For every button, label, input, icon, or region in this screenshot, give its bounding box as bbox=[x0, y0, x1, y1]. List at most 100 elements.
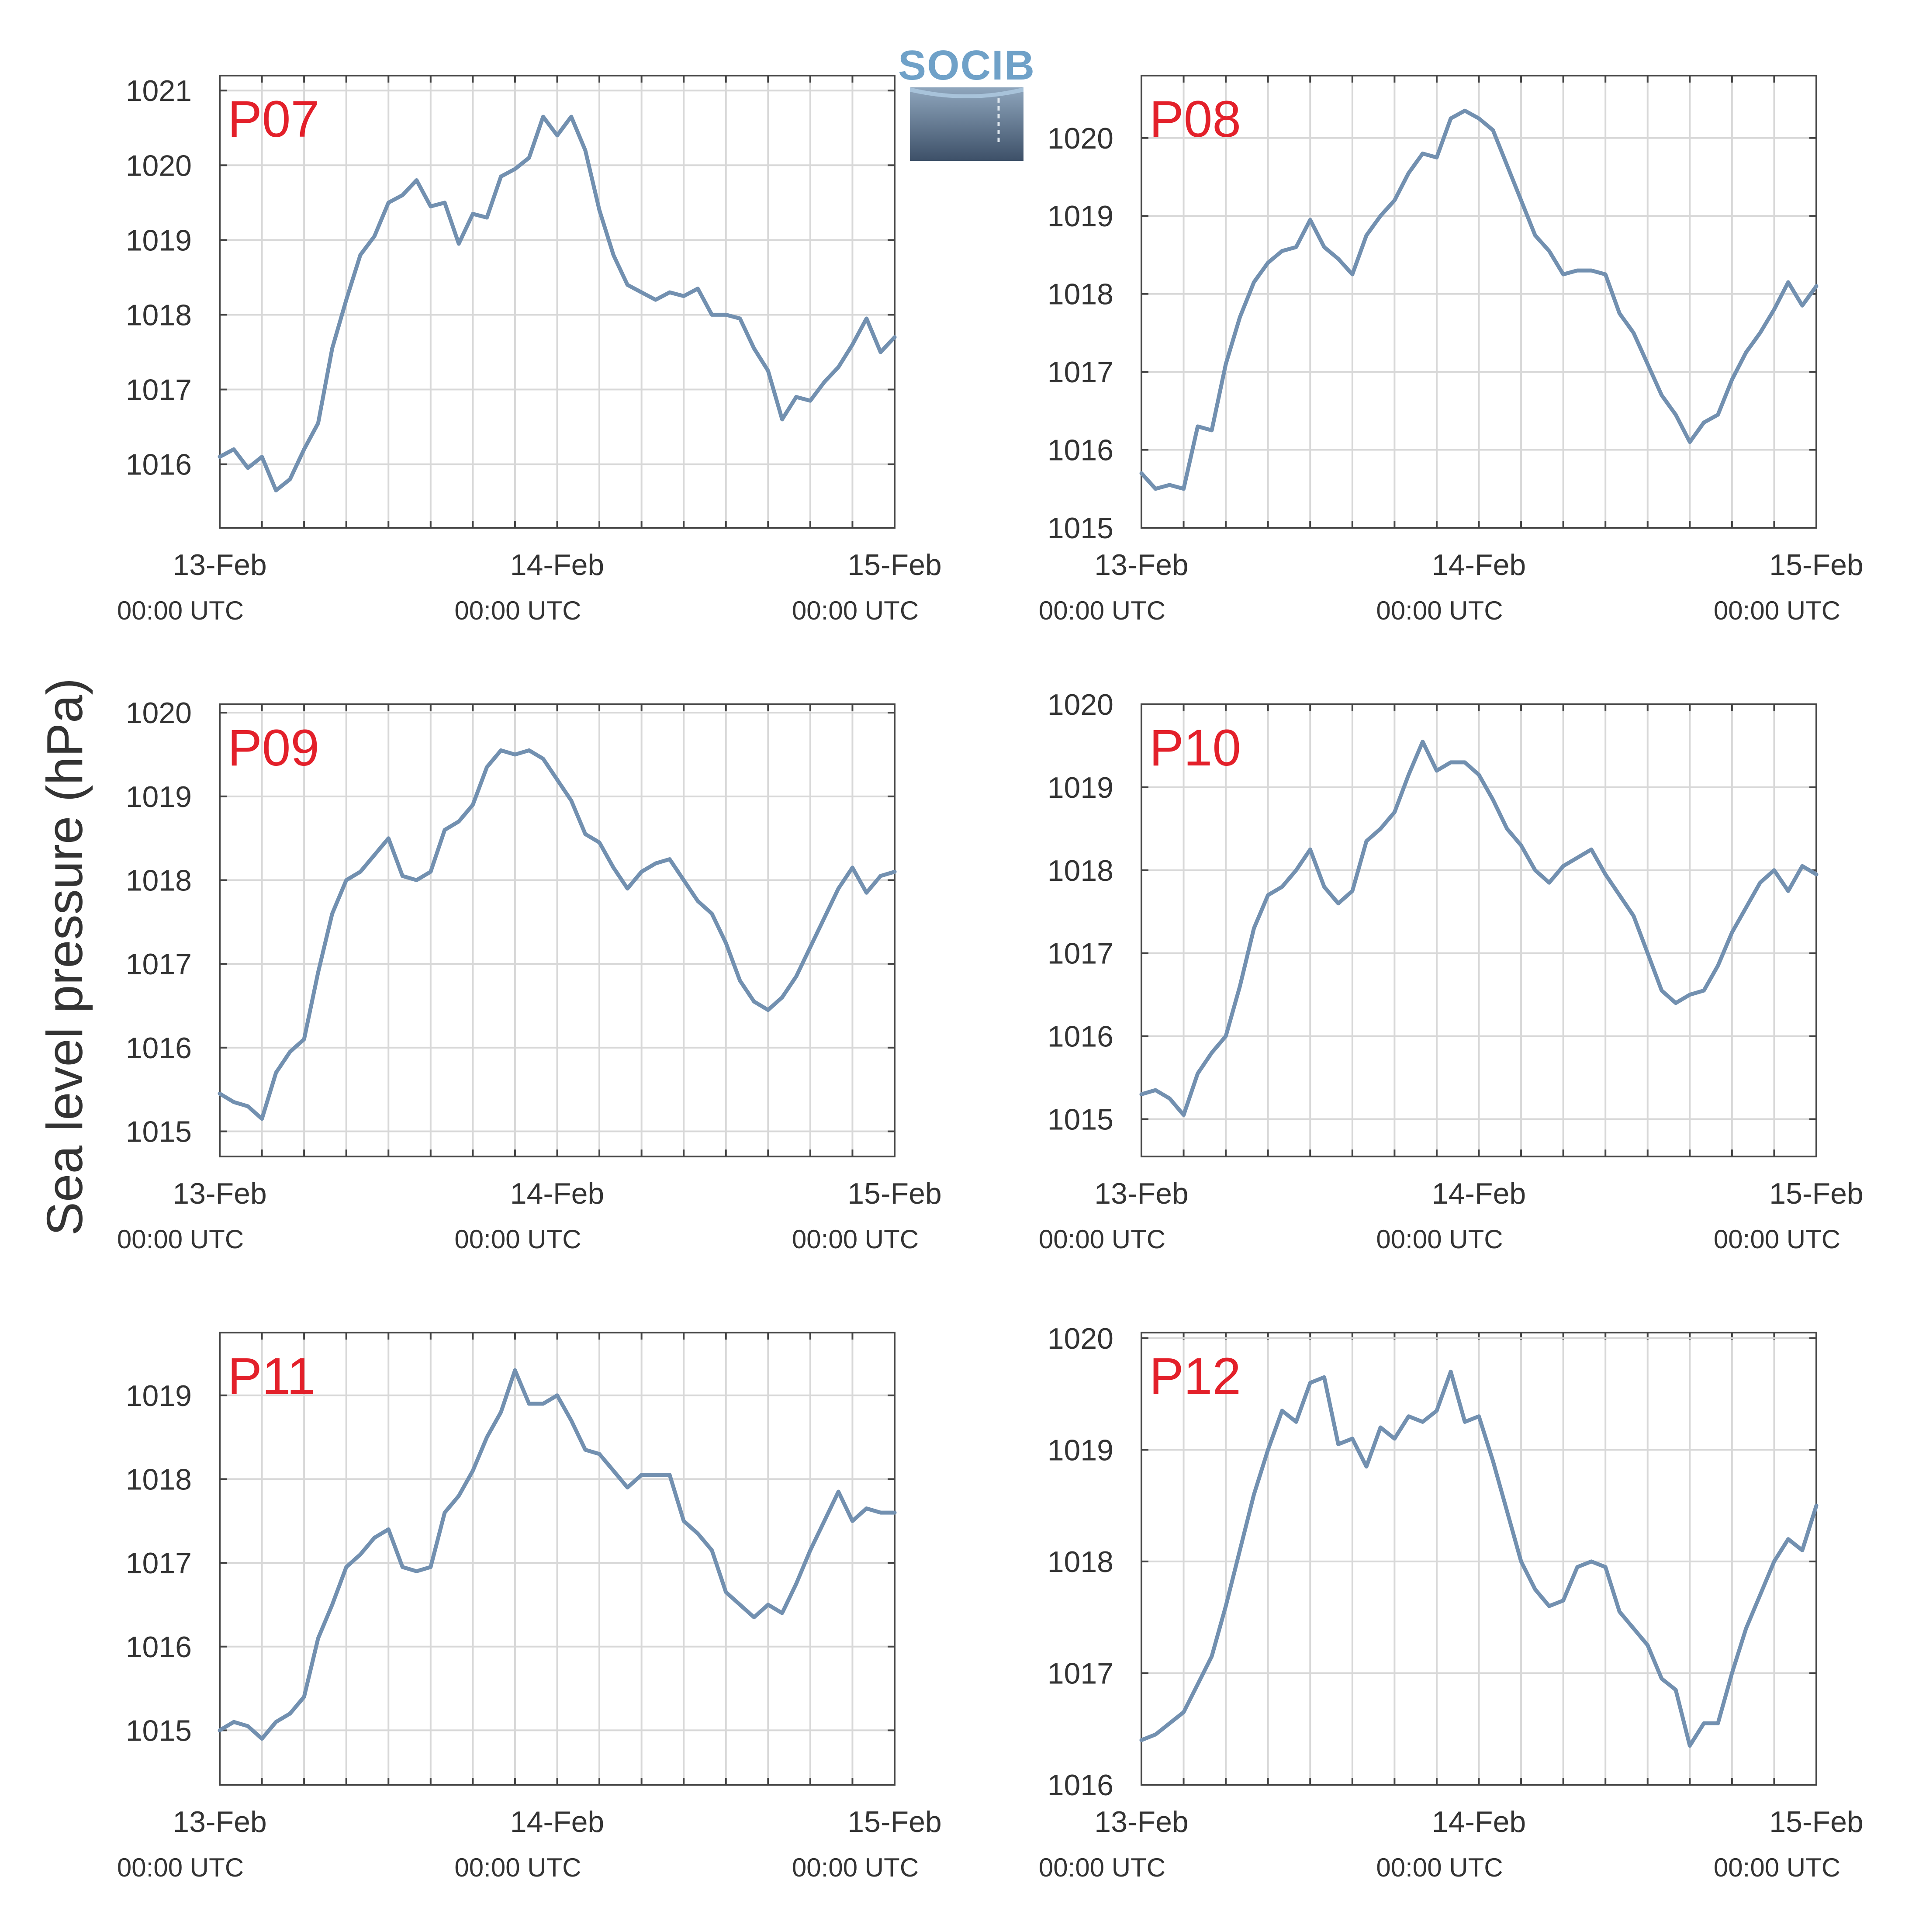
data-point bbox=[1660, 989, 1663, 992]
data-point bbox=[387, 837, 390, 840]
data-point bbox=[1421, 152, 1424, 155]
data-point bbox=[1252, 927, 1255, 930]
data-point bbox=[443, 201, 446, 204]
data-point bbox=[1773, 869, 1776, 872]
data-point bbox=[696, 1532, 699, 1535]
data-point bbox=[865, 1507, 868, 1510]
data-point bbox=[570, 1419, 573, 1422]
data-point bbox=[851, 1520, 854, 1523]
data-point bbox=[1562, 865, 1565, 868]
data-point bbox=[1182, 1114, 1185, 1116]
y-axis-title: Sea level pressure (hPa) bbox=[36, 678, 93, 1236]
data-point bbox=[260, 455, 263, 458]
chart-panel-p11: 1015 1016 1017 1018 1019 13-Feb 00:00 UTC 14-Fe… bbox=[117, 1332, 942, 1882]
data-point bbox=[1716, 964, 1719, 967]
data-point bbox=[1801, 1549, 1804, 1552]
data-point bbox=[373, 1536, 376, 1539]
data-point bbox=[879, 351, 882, 353]
data-point bbox=[1309, 848, 1312, 851]
data-point bbox=[471, 212, 474, 215]
data-point bbox=[1477, 117, 1480, 120]
y-tick-label: 1021 bbox=[126, 74, 192, 107]
data-point bbox=[274, 1071, 277, 1074]
data-point bbox=[1238, 316, 1241, 319]
x-tick-sublabel: 00:00 UTC bbox=[1039, 596, 1165, 625]
data-point bbox=[654, 1473, 657, 1476]
data-point bbox=[1576, 856, 1579, 859]
data-point bbox=[1688, 993, 1691, 996]
chart-panel-p09: 1015 1016 1017 1018 1019 1020 13-Feb 00:00 UTC 1… bbox=[117, 696, 942, 1254]
data-point bbox=[1196, 425, 1199, 428]
data-point bbox=[556, 134, 559, 137]
data-point bbox=[1730, 378, 1733, 381]
data-point bbox=[1632, 1627, 1635, 1630]
data-point bbox=[1463, 761, 1466, 764]
data-point bbox=[485, 216, 488, 219]
y-tick-label: 1015 bbox=[126, 1115, 192, 1149]
chart-panel-p07: 1016 1017 1018 1019 1020 1021 13-Feb 00:00 UTC 1… bbox=[117, 74, 942, 625]
data-point bbox=[1407, 172, 1410, 175]
data-point bbox=[1730, 931, 1733, 934]
data-point bbox=[288, 478, 291, 481]
data-point bbox=[837, 1490, 840, 1493]
data-point bbox=[1295, 869, 1298, 872]
x-tick-sublabel: 00:00 UTC bbox=[792, 596, 919, 625]
x-tick-sublabel: 00:00 UTC bbox=[454, 1853, 581, 1882]
data-point bbox=[499, 1411, 502, 1414]
x-tick-label: 15-Feb bbox=[847, 1177, 941, 1210]
data-point bbox=[232, 1721, 235, 1724]
data-point bbox=[1238, 1549, 1241, 1552]
data-point bbox=[387, 201, 390, 204]
data-point bbox=[1365, 234, 1368, 237]
data-point bbox=[584, 1448, 587, 1451]
data-point bbox=[246, 1105, 249, 1108]
y-tick-label: 1016 bbox=[126, 1631, 192, 1664]
data-point bbox=[1815, 1504, 1818, 1507]
data-point bbox=[1576, 269, 1579, 272]
chart-panel-p08: 1015 1016 1017 1018 1019 1020 13-Feb 00:00 UTC 1… bbox=[1039, 75, 1864, 625]
x-tick-label: 15-Feb bbox=[847, 1805, 941, 1839]
panel-label: P10 bbox=[1149, 719, 1241, 777]
data-point bbox=[1210, 1655, 1213, 1658]
data-point bbox=[837, 366, 840, 369]
data-point bbox=[1604, 1565, 1607, 1568]
y-tick-label: 1016 bbox=[126, 448, 192, 481]
data-point bbox=[1716, 413, 1719, 416]
x-tick-label: 14-Feb bbox=[510, 548, 604, 582]
logo-wave bbox=[910, 87, 1023, 98]
data-point bbox=[696, 287, 699, 290]
data-point bbox=[443, 828, 446, 831]
panel-label: P08 bbox=[1149, 90, 1241, 148]
data-point bbox=[1196, 1072, 1199, 1075]
data-point bbox=[1745, 351, 1748, 354]
data-point bbox=[893, 870, 896, 873]
y-tick-label: 1016 bbox=[1048, 1020, 1113, 1053]
y-tick-label: 1016 bbox=[1048, 1769, 1113, 1802]
data-point bbox=[1702, 1722, 1705, 1725]
y-tick-label: 1015 bbox=[1048, 1103, 1113, 1136]
x-tick-sublabel: 00:00 UTC bbox=[1714, 1853, 1840, 1882]
data-point bbox=[345, 879, 348, 882]
x-tick-label: 14-Feb bbox=[1432, 1805, 1526, 1839]
data-point bbox=[415, 1570, 418, 1573]
data-point bbox=[1351, 890, 1354, 893]
socib-logo: SOCIB bbox=[898, 42, 1034, 161]
data-point bbox=[1646, 363, 1649, 366]
data-point bbox=[612, 866, 615, 869]
data-point bbox=[1801, 865, 1804, 868]
data-point bbox=[1252, 280, 1255, 284]
x-tick-sublabel: 00:00 UTC bbox=[117, 1853, 244, 1882]
data-point bbox=[710, 313, 713, 316]
data-point bbox=[345, 298, 348, 301]
data-point bbox=[303, 1038, 306, 1041]
data-point bbox=[1632, 914, 1635, 918]
y-tick-label: 1019 bbox=[126, 780, 192, 814]
data-point bbox=[724, 942, 727, 945]
data-point bbox=[1604, 273, 1607, 276]
plot-frame bbox=[1141, 1332, 1817, 1786]
x-tick-sublabel: 00:00 UTC bbox=[117, 1225, 244, 1254]
data-point bbox=[1801, 304, 1804, 307]
data-point bbox=[809, 945, 812, 949]
data-point bbox=[612, 253, 615, 256]
